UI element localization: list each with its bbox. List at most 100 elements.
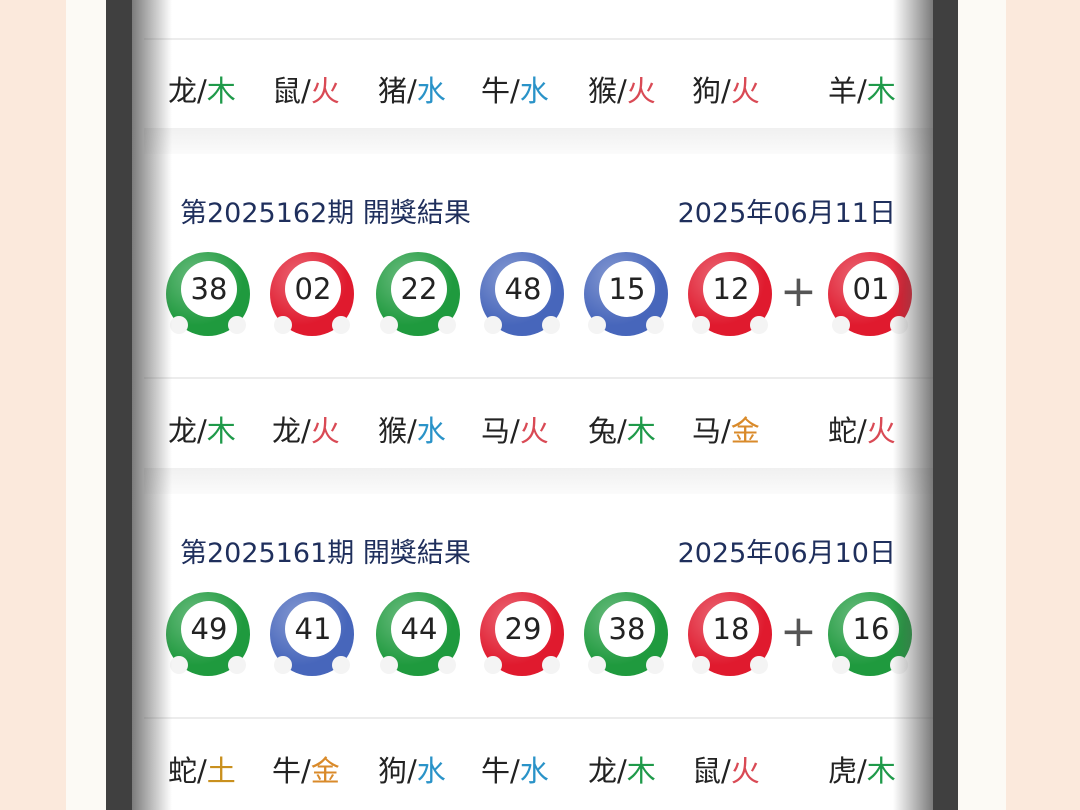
zodiac-animal: 鼠 — [272, 74, 302, 108]
zodiac-item: 龙/木 — [168, 74, 236, 108]
zodiac-animal: 龙 — [168, 414, 198, 448]
zodiac-row: 龙/木 鼠/火 猪/水 牛/水 猴/火 狗/火 羊/木 — [168, 68, 928, 108]
zodiac-animal: 狗 — [378, 754, 408, 788]
draw-date: 2025年06月11日 — [677, 198, 896, 229]
zodiac-item: 羊/木 — [828, 74, 896, 108]
zodiac-animal: 虎 — [828, 754, 858, 788]
ball-row: 38 02 22 48 15 12 01 + — [166, 252, 916, 342]
zodiac-item: 蛇/土 — [168, 754, 236, 788]
zodiac-animal: 猴 — [588, 74, 618, 108]
ball-number: 16 — [843, 601, 899, 657]
zodiac-item: 牛/水 — [481, 754, 549, 788]
zodiac-item: 牛/水 — [481, 74, 549, 108]
element-label: 金 — [730, 414, 760, 448]
element-label: 火 — [310, 74, 340, 108]
number-ball: 44 — [376, 592, 460, 676]
element-label: 水 — [416, 74, 446, 108]
special-ball: 01 — [828, 252, 912, 336]
element-label: 水 — [416, 754, 446, 788]
draw-title: 第2025161期 開獎結果 — [180, 538, 471, 569]
element-label: 水 — [519, 74, 549, 108]
divider — [144, 38, 933, 40]
zodiac-item: 龙/木 — [588, 754, 656, 788]
zodiac-item: 虎/木 — [828, 754, 896, 788]
element-label: 木 — [626, 414, 656, 448]
zodiac-animal: 龙 — [168, 74, 198, 108]
element-label: 木 — [206, 414, 236, 448]
zodiac-item: 马/火 — [481, 414, 549, 448]
zodiac-item: 鼠/火 — [272, 74, 340, 108]
zodiac-item: 马/金 — [692, 414, 760, 448]
number-ball: 12 — [688, 252, 772, 336]
element-label: 火 — [866, 414, 896, 448]
zodiac-item: 龙/火 — [272, 414, 340, 448]
zodiac-item: 鼠/火 — [692, 754, 760, 788]
special-ball: 16 — [828, 592, 912, 676]
element-label: 火 — [730, 74, 760, 108]
zodiac-row: 蛇/土 牛/金 狗/水 牛/水 龙/木 鼠/火 虎/木 — [168, 748, 928, 788]
zodiac-animal: 牛 — [272, 754, 302, 788]
zodiac-animal: 马 — [481, 414, 511, 448]
element-label: 木 — [206, 74, 236, 108]
card-gap — [144, 468, 933, 494]
element-label: 火 — [626, 74, 656, 108]
zodiac-animal: 龙 — [588, 754, 618, 788]
card-gap — [144, 128, 933, 154]
zodiac-animal: 牛 — [481, 754, 511, 788]
number-ball: 49 — [166, 592, 250, 676]
element-label: 木 — [626, 754, 656, 788]
ball-number: 22 — [391, 261, 447, 317]
number-ball: 29 — [480, 592, 564, 676]
element-label: 木 — [866, 754, 896, 788]
number-ball: 22 — [376, 252, 460, 336]
ball-number: 01 — [843, 261, 899, 317]
element-label: 土 — [206, 754, 236, 788]
element-label: 火 — [519, 414, 549, 448]
ball-number: 02 — [285, 261, 341, 317]
zodiac-item: 狗/火 — [692, 74, 760, 108]
ball-number: 12 — [703, 261, 759, 317]
zodiac-item: 牛/金 — [272, 754, 340, 788]
zodiac-animal: 羊 — [828, 74, 858, 108]
number-ball: 38 — [166, 252, 250, 336]
divider — [144, 377, 933, 379]
plus-sign: + — [780, 266, 817, 317]
divider — [144, 717, 933, 719]
element-label: 水 — [519, 754, 549, 788]
zodiac-animal: 龙 — [272, 414, 302, 448]
number-ball: 41 — [270, 592, 354, 676]
zodiac-item: 龙/木 — [168, 414, 236, 448]
number-ball: 48 — [480, 252, 564, 336]
zodiac-animal: 蛇 — [828, 414, 858, 448]
zodiac-animal: 狗 — [692, 74, 722, 108]
zodiac-animal: 猴 — [378, 414, 408, 448]
zodiac-item: 兔/木 — [588, 414, 656, 448]
zodiac-item: 猴/火 — [588, 74, 656, 108]
ball-number: 41 — [285, 601, 341, 657]
number-ball: 18 — [688, 592, 772, 676]
element-label: 火 — [310, 414, 340, 448]
number-ball: 02 — [270, 252, 354, 336]
plus-sign: + — [780, 606, 817, 657]
zodiac-row: 龙/木 龙/火 猴/水 马/火 兔/木 马/金 蛇/火 — [168, 408, 928, 448]
number-ball: 38 — [584, 592, 668, 676]
zodiac-animal: 牛 — [481, 74, 511, 108]
ball-number: 38 — [599, 601, 655, 657]
element-label: 木 — [866, 74, 896, 108]
draw-date: 2025年06月10日 — [677, 538, 896, 569]
ball-row: 49 41 44 29 38 18 16 + — [166, 592, 916, 682]
results-list[interactable]: 龙/木 鼠/火 猪/水 牛/水 猴/火 狗/火 羊/木 第2025162期 開獎結果 2025… — [132, 0, 933, 810]
zodiac-animal: 猪 — [378, 74, 408, 108]
ball-number: 49 — [181, 601, 237, 657]
ball-number: 18 — [703, 601, 759, 657]
zodiac-item: 狗/水 — [378, 754, 446, 788]
ball-number: 29 — [495, 601, 551, 657]
ball-number: 15 — [599, 261, 655, 317]
ball-number: 44 — [391, 601, 447, 657]
element-label: 火 — [730, 754, 760, 788]
element-label: 金 — [310, 754, 340, 788]
zodiac-animal: 马 — [692, 414, 722, 448]
zodiac-item: 猪/水 — [378, 74, 446, 108]
element-label: 水 — [416, 414, 446, 448]
zodiac-item: 猴/水 — [378, 414, 446, 448]
